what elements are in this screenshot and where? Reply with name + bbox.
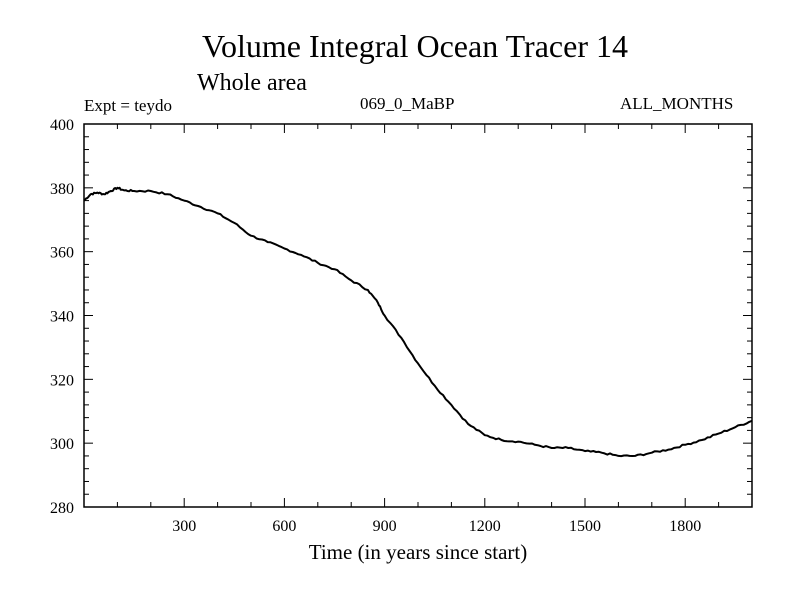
x-axis-label: Time (in years since start) xyxy=(308,540,528,564)
x-tick-label: 1800 xyxy=(669,518,701,535)
y-tick-label: 380 xyxy=(50,181,74,198)
y-tick-label: 300 xyxy=(50,436,74,453)
chart-title: Volume Integral Ocean Tracer 14 xyxy=(202,28,628,64)
months-label: ALL_MONTHS xyxy=(620,94,734,113)
plot-frame xyxy=(83,123,753,508)
y-tick-label: 400 xyxy=(50,117,74,134)
chart-subtitle: Whole area xyxy=(197,70,307,96)
y-tick-label: 360 xyxy=(50,245,74,262)
y-tick-label: 280 xyxy=(50,500,74,517)
x-tick-label: 300 xyxy=(172,518,196,535)
x-tick-label: 900 xyxy=(373,518,397,535)
x-tick-label: 1500 xyxy=(569,518,601,535)
experiment-label: Expt = teydo xyxy=(84,96,172,115)
series-line-tracer-14 xyxy=(83,186,753,458)
y-tick-label: 320 xyxy=(50,372,74,389)
x-tick-label: 600 xyxy=(272,518,296,535)
x-tick-label: 1200 xyxy=(469,518,501,535)
run-label: 069_0_MaBP xyxy=(360,94,455,113)
y-tick-label: 340 xyxy=(50,309,74,326)
